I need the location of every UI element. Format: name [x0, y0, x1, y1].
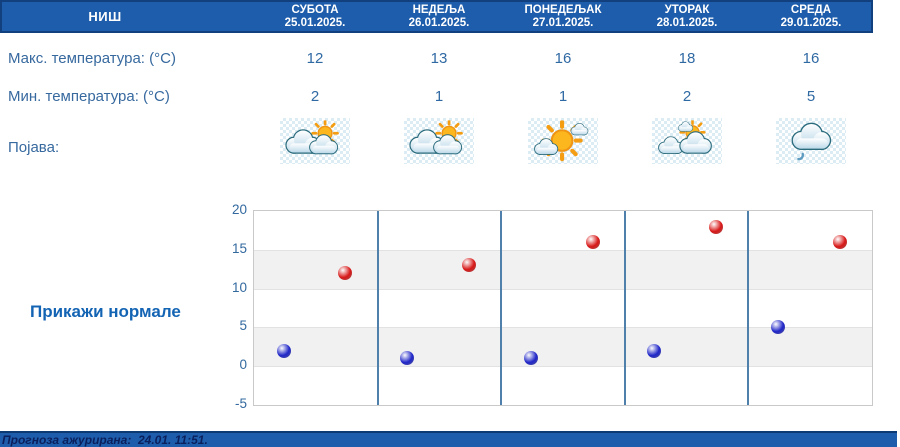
max-temp-row-label: Макс. температура: (°C): [8, 50, 176, 67]
max-temp-value: 18: [678, 50, 696, 67]
forecast-table-header: НИШ СУБОТА 25.01.2025. НЕДЕЉА 26.01.2025…: [0, 0, 873, 33]
day-header-sunday: НЕДЕЉА 26.01.2025.: [377, 2, 501, 31]
day-header-wednesday: СРЕДА 29.01.2025.: [749, 2, 873, 31]
day-name: СУБОТА: [291, 4, 339, 16]
station-name: НИШ: [88, 9, 122, 24]
min-temp-value: 5: [806, 88, 816, 105]
day-header-saturday: СУБОТА 25.01.2025.: [253, 2, 377, 31]
day-date: 25.01.2025.: [284, 17, 346, 29]
day-name: УТОРАК: [664, 4, 710, 16]
max-temp-value: 12: [306, 50, 324, 67]
footer-bar: Прогноза ажурирана: 24.01. 11:51.: [0, 431, 897, 447]
min-temp-point: [523, 351, 538, 366]
max-temp-value: 16: [802, 50, 820, 67]
weather-icon-box: [528, 118, 598, 164]
min-temp-point: [771, 320, 786, 335]
y-axis-tick-label: 0: [239, 357, 247, 373]
max-temp-point: [462, 258, 477, 273]
min-temp-point: [276, 343, 291, 358]
day-separator-line: [623, 211, 626, 405]
y-axis-tick-label: 10: [231, 279, 247, 295]
weather-icon-box: [280, 118, 350, 164]
max-temp-point: [832, 235, 847, 250]
sun-behind-clouds-icon: [654, 120, 720, 163]
min-temp-row-label: Мин. температура: (°C): [8, 88, 170, 105]
weather-icon-box: [404, 118, 474, 164]
y-axis-tick-label: 5: [239, 318, 247, 334]
min-temp-value: 2: [682, 88, 692, 105]
mostly-sunny-icon: [530, 120, 596, 163]
day-name: СРЕДА: [790, 4, 832, 16]
temperature-chart: [253, 210, 873, 406]
max-temp-value: 13: [430, 50, 448, 67]
partly-cloudy-icon: [406, 120, 472, 163]
min-temp-value: 1: [558, 88, 568, 105]
y-axis-tick-label: 20: [231, 202, 247, 217]
min-temp-value: 1: [434, 88, 444, 105]
max-temp-value: 16: [554, 50, 572, 67]
partly-cloudy-icon: [282, 120, 348, 163]
day-date: 27.01.2025.: [532, 17, 594, 29]
y-axis-tick-label: 15: [231, 240, 247, 256]
weather-icon-box: [776, 118, 846, 164]
forecast-updated-text: Прогноза ажурирана: 24.01. 11:51.: [2, 433, 208, 447]
chart-band: [254, 211, 872, 250]
day-name: ПОНЕДЕЉАК: [524, 4, 602, 16]
weather-icon-box: [652, 118, 722, 164]
min-temp-point: [647, 343, 662, 358]
day-date: 29.01.2025.: [780, 17, 842, 29]
max-temp-point: [338, 266, 353, 281]
min-temp-point: [400, 351, 415, 366]
day-header-tuesday: УТОРАК 28.01.2025.: [625, 2, 749, 31]
day-date: 26.01.2025.: [408, 17, 470, 29]
day-name: НЕДЕЉА: [412, 4, 466, 16]
day-separator-line: [747, 211, 750, 405]
day-header-monday: ПОНЕДЕЉАК 27.01.2025.: [501, 2, 625, 31]
chart-band: [254, 366, 872, 405]
cloudy-drizzle-icon: [778, 120, 844, 163]
max-temp-point: [709, 219, 724, 234]
day-separator-line: [500, 211, 503, 405]
max-temp-point: [585, 235, 600, 250]
phenomena-row-label: Појава:: [8, 139, 60, 156]
chart-band: [254, 327, 872, 367]
day-separator-line: [376, 211, 379, 405]
min-temp-value: 2: [310, 88, 320, 105]
show-normals-link[interactable]: Прикажи нормале: [30, 302, 181, 321]
y-axis-tick-label: -5: [234, 396, 247, 411]
chart-band: [254, 288, 872, 328]
day-date: 28.01.2025.: [656, 17, 718, 29]
chart-band: [254, 249, 872, 289]
